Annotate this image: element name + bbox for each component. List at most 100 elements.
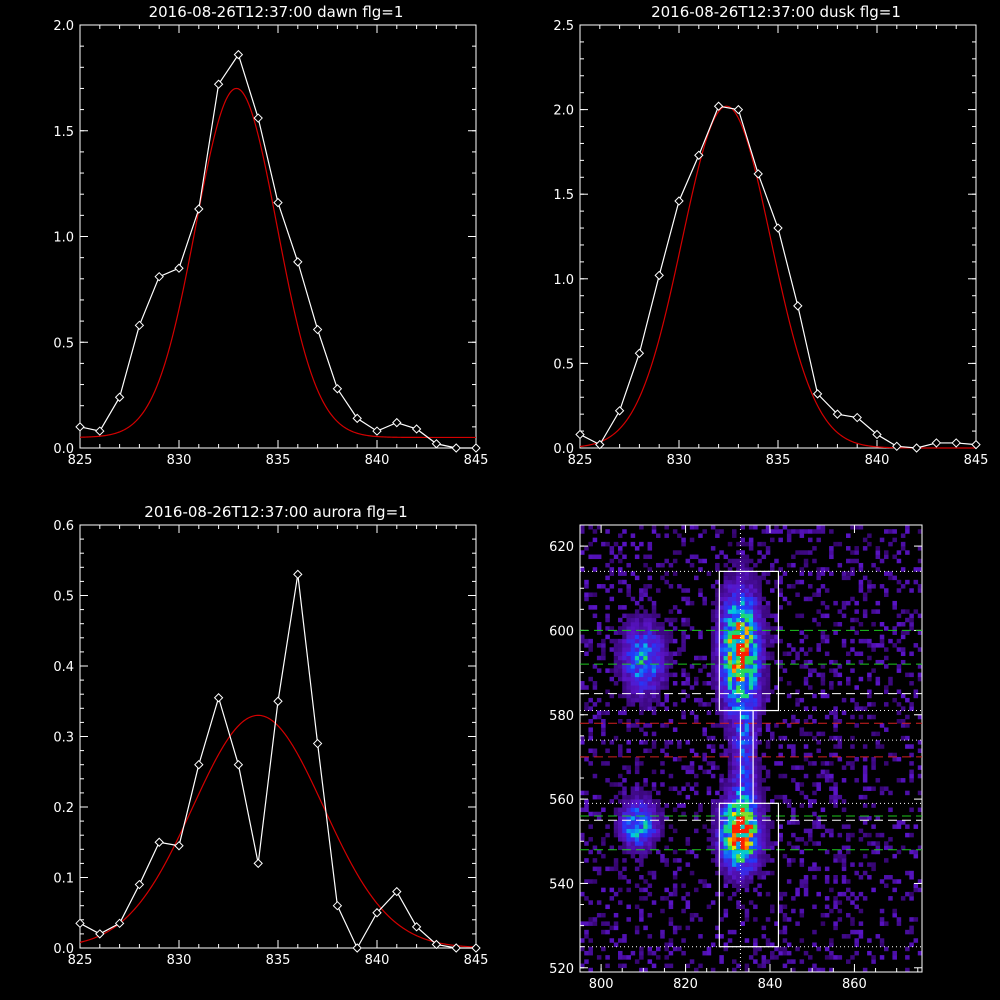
heatmap-pixel	[753, 938, 758, 943]
heatmap-pixel	[846, 546, 851, 551]
heatmap-pixel	[618, 693, 623, 699]
heatmap-pixel	[753, 723, 758, 728]
heatmap-pixel	[753, 596, 758, 602]
heatmap-pixel	[879, 786, 885, 791]
heatmap-pixel	[791, 562, 796, 568]
heatmap-pixel	[846, 887, 851, 893]
heatmap-pixel	[634, 756, 640, 762]
heatmap-pixel	[824, 769, 830, 775]
heatmap-pixel	[651, 651, 657, 657]
heatmap-pixel	[829, 778, 834, 783]
heatmap-pixel	[618, 790, 623, 796]
data-point	[951, 438, 961, 448]
heatmap-pixel	[702, 752, 707, 758]
heatmap-pixel	[609, 782, 615, 787]
heatmap-pixel	[584, 638, 589, 644]
heatmap-pixel	[748, 697, 754, 703]
heatmap-pixel	[862, 575, 868, 581]
data-point	[595, 439, 605, 450]
heatmap-pixel	[765, 525, 771, 530]
heatmap-pixel	[694, 853, 699, 859]
data-point	[174, 263, 184, 273]
heatmap-pixel	[732, 748, 737, 754]
heatmap-pixel	[618, 832, 623, 838]
heatmap-pixel	[715, 862, 720, 867]
heatmap-pixel	[588, 541, 593, 547]
heatmap-pixel	[740, 828, 745, 834]
heatmap-pixel	[719, 799, 724, 804]
heatmap-pixel	[748, 613, 754, 619]
heatmap-pixel	[808, 828, 813, 834]
heatmap-pixel	[660, 853, 665, 859]
heatmap-pixel	[753, 697, 758, 703]
heatmap-pixel	[622, 706, 627, 711]
heatmap-pixel	[850, 862, 855, 867]
heatmap-pixel	[588, 735, 593, 741]
heatmap-pixel	[740, 837, 745, 842]
heatmap-pixel	[736, 790, 741, 796]
heatmap-pixel	[846, 575, 851, 581]
heatmap-pixel	[803, 562, 809, 568]
heatmap-pixel	[647, 702, 653, 707]
heatmap-pixel	[753, 959, 758, 964]
heatmap-pixel	[647, 794, 653, 800]
data-point	[614, 406, 625, 416]
heatmap-pixel	[719, 723, 724, 728]
heatmap-pixel	[795, 697, 800, 703]
heatmap-pixel	[757, 875, 762, 880]
heatmap-pixel	[660, 634, 665, 640]
heatmap-pixel	[626, 841, 631, 846]
heatmap-pixel	[896, 710, 902, 716]
heatmap-pixel	[753, 676, 758, 682]
heatmap-pixel	[580, 946, 585, 952]
heatmap-pixel	[905, 955, 910, 960]
heatmap-pixel	[786, 723, 792, 728]
data-point	[634, 348, 645, 358]
heatmap-pixel	[639, 659, 644, 665]
heatmap-pixel	[664, 659, 669, 665]
heatmap-pixel	[761, 659, 767, 665]
heatmap-pixel	[744, 613, 750, 619]
heatmap-pixel	[605, 955, 610, 960]
heatmap-pixel	[770, 634, 775, 640]
heatmap-pixel	[782, 925, 788, 931]
heatmap-pixel	[829, 955, 834, 960]
heatmap-pixel	[622, 824, 627, 829]
heatmap-pixel	[643, 837, 648, 842]
heatmap-pixel	[799, 782, 805, 787]
heatmap-pixel	[736, 562, 741, 568]
heatmap-pixel	[643, 702, 648, 707]
heatmap-pixel	[626, 917, 631, 922]
heatmap-pixel	[592, 664, 598, 669]
heatmap-pixel	[854, 651, 859, 657]
heatmap-pixel	[681, 681, 686, 686]
heatmap-pixel	[596, 710, 602, 716]
heatmap-pixel	[639, 824, 644, 829]
heatmap-pixel	[710, 773, 716, 779]
heatmap-pixel	[740, 820, 745, 825]
heatmap-pixel	[715, 664, 720, 669]
heatmap-pixel	[744, 853, 750, 859]
heatmap-pixel	[862, 820, 868, 825]
heatmap-pixel	[795, 891, 800, 897]
heatmap-pixel	[871, 765, 876, 770]
data-point	[194, 759, 204, 770]
heatmap-pixel	[829, 938, 834, 943]
heatmap-pixel	[719, 630, 724, 635]
heatmap-pixel	[841, 866, 847, 872]
heatmap-pixel	[736, 558, 741, 564]
heatmap-pixel	[850, 765, 855, 770]
heatmap-pixel	[850, 525, 855, 530]
heatmap-pixel	[672, 858, 678, 863]
heatmap-pixel	[757, 693, 762, 699]
heatmap-pixel	[744, 967, 750, 973]
heatmap-pixel	[626, 651, 631, 657]
heatmap-pixel	[871, 562, 876, 568]
heatmap-pixel	[837, 735, 843, 741]
heatmap-pixel	[748, 849, 754, 855]
y-tick-label: 0.4	[53, 660, 74, 675]
heatmap-pixel	[753, 672, 758, 678]
heatmap-pixel	[651, 609, 657, 614]
heatmap-pixel	[757, 778, 762, 783]
x-tick-label: 845	[464, 953, 489, 968]
